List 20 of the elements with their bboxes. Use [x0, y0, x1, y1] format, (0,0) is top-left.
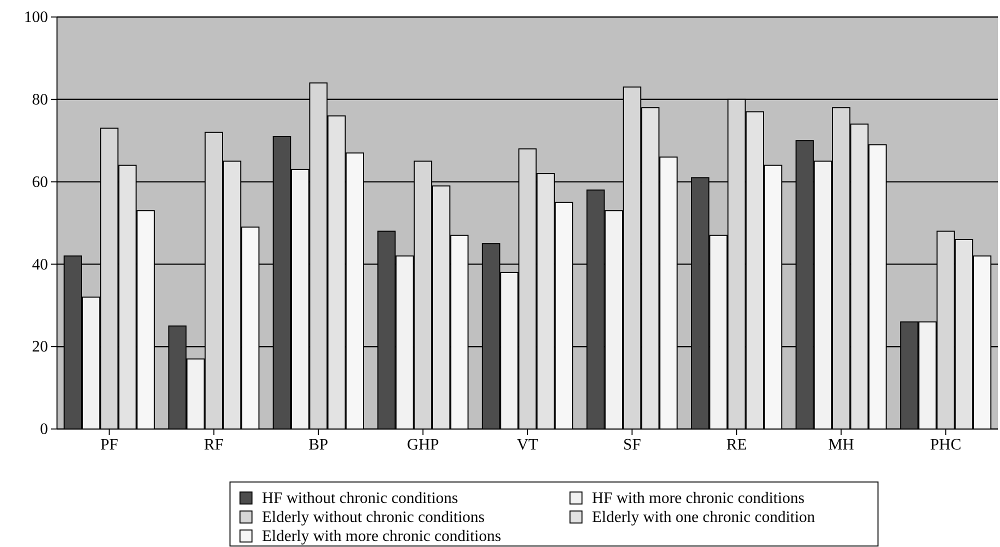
legend-label: Elderly with more chronic conditions [262, 528, 502, 545]
legend-label: Elderly with one chronic condition [592, 509, 816, 526]
y-tick-label: 100 [24, 9, 48, 26]
legend-label: HF with more chronic conditions [592, 490, 804, 507]
y-tick-label: 40 [32, 256, 48, 274]
x-tick-label: SF [623, 436, 642, 454]
x-tick-label: MH [828, 436, 855, 454]
y-tick-label: 0 [40, 421, 48, 438]
x-tick-label: PF [100, 436, 118, 454]
x-tick-label: RE [726, 436, 747, 454]
y-tick-label: 80 [32, 92, 48, 109]
legend-label: HF without chronic conditions [262, 490, 458, 507]
x-tick-label: VT [516, 436, 538, 454]
x-tick-label: GHP [406, 436, 440, 454]
y-tick-label: 20 [32, 338, 48, 356]
y-tick-label: 60 [32, 174, 48, 191]
x-tick-label: BP [308, 436, 328, 454]
x-tick-label: RF [204, 436, 224, 454]
x-tick-label: PHC [930, 436, 962, 454]
legend-label: Elderly without chronic conditions [262, 509, 485, 526]
